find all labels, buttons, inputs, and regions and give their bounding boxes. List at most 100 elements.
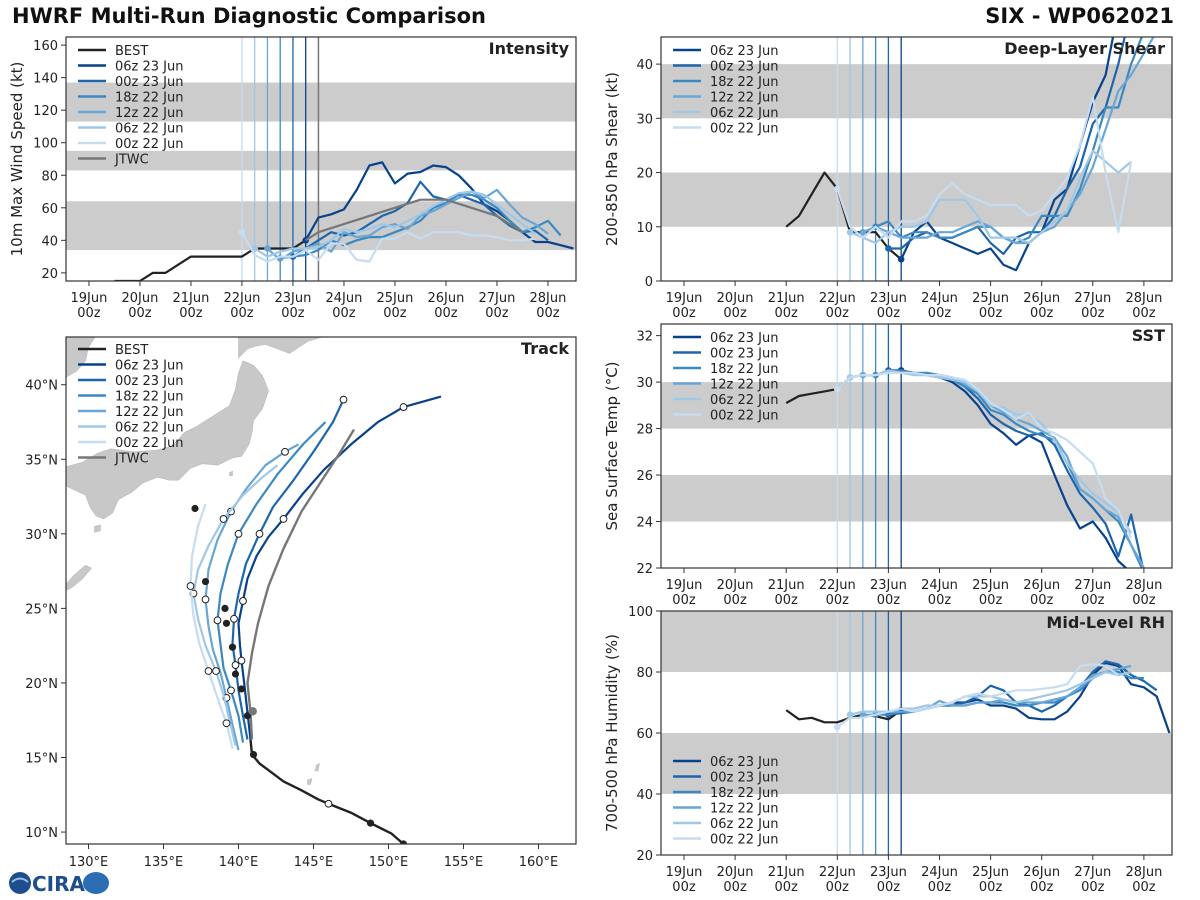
track-position-marker-12z-22-jun (281, 447, 289, 456)
intensity-ytick-label-100: 100 (33, 137, 58, 152)
land-mass-2 (66, 337, 96, 378)
rh-xtick-label-26: 26Jun 00z (1023, 865, 1060, 895)
track-xtick-label-155: 155°E (444, 855, 484, 870)
sst-xtick-label-line: 19Jun (666, 578, 703, 593)
rh-xtick-label-line: 19Jun (666, 865, 703, 880)
sst-title: SST (1132, 326, 1165, 345)
intensity-init-dot-00z-22-jun (238, 228, 246, 236)
track-position-marker-00z-23-jun (255, 529, 264, 538)
sst-xtick-label-24: 24Jun 00z (921, 578, 958, 608)
rh-legend-label-06z-23-jun: 06z 23 Jun (710, 755, 779, 770)
track-best-dot-0 (249, 750, 258, 759)
shear-xtick-label-line: 00z (979, 306, 1003, 321)
rh-legend-label-18z-22-jun: 18z 22 Jun (710, 786, 779, 801)
sst-xtick-label-line: 27Jun (1074, 578, 1111, 593)
rh-xtick-label-line: 00z (1132, 880, 1156, 895)
rh-xtick-label-line: 00z (775, 880, 799, 895)
rh-series-00z-22-jun (836, 663, 1119, 728)
shear-xtick-label-line: 00z (1030, 306, 1054, 321)
sst-xtick-label-line: 23Jun (870, 578, 907, 593)
track-position-marker-06z-22-jun (219, 515, 228, 523)
sst-xtick-label-line: 00z (979, 593, 1003, 608)
intensity-xtick-label-line: 00z (230, 306, 254, 321)
shear-xtick-label-line: 00z (1132, 306, 1156, 321)
intensity-xtick-label-23: 23Jun 00z (275, 291, 312, 321)
sst-xtick-label-20: 20Jun 00z (717, 578, 754, 608)
track-plot-area (66, 337, 442, 844)
track-series-best (249, 739, 405, 844)
shear-init-dot-00z-22-jun (833, 185, 841, 193)
shear-frame (660, 36, 1173, 282)
sst-legend-label-06z-22-jun: 06z 22 Jun (710, 393, 779, 408)
rh-xtick-label-line: 24Jun (921, 865, 958, 880)
page-title: HWRF Multi-Run Diagnostic Comparison (12, 4, 487, 28)
intensity-xtick-label-27: 27Jun 00z (479, 291, 516, 321)
track-best-dot-4 (228, 643, 237, 651)
sst-xtick-label-line: 25Jun (972, 578, 1009, 593)
sst-xtick-label-line: 00z (775, 593, 799, 608)
rh-xtick-label-line: 22Jun (819, 865, 856, 880)
intensity-series-best (114, 239, 307, 281)
shear-xtick-label-line: 24Jun (921, 291, 958, 306)
sst-legend-label-18z-22-jun: 18z 22 Jun (710, 362, 779, 377)
track-legend-label-18z-22-jun: 18z 22 Jun (115, 390, 184, 405)
intensity-xtick-label-line: 00z (332, 306, 356, 321)
shear-xtick-label-line: 25Jun (972, 291, 1009, 306)
shear-ytick-label-0: 0 (645, 275, 653, 290)
intensity-xtick-label-line: 23Jun (275, 291, 312, 306)
shear-xtick-label-line: 23Jun (870, 291, 907, 306)
rh-init-dot-00z-22-jun (833, 723, 841, 731)
shear-xtick-label-line: 00z (928, 306, 952, 321)
sst-band-0 (661, 475, 1172, 522)
track-position-marker-00z-23-jun (339, 395, 348, 404)
rh-ytick-label-20: 20 (636, 849, 653, 864)
sst-xtick-label-line: 00z (826, 593, 850, 608)
track-xtick-label-150: 150°E (369, 855, 409, 870)
shear-init-dot-12z-22-jun (859, 228, 867, 236)
sst-xtick-label-line: 28Jun (1125, 578, 1162, 593)
rh-band-0 (661, 733, 1172, 794)
intensity-series-00z-22-jun (240, 231, 536, 263)
rh-xtick-label-line: 00z (826, 880, 850, 895)
intensity-init-dot-12z-22-jun (264, 245, 271, 252)
track-best-dot-5 (222, 619, 231, 627)
shear-xtick-label-line: 00z (672, 306, 696, 321)
rh-xtick-label-24: 24Jun 00z (921, 865, 958, 895)
track-jtwc-start-dot (248, 707, 257, 716)
track-position-marker-18z-22-jun (227, 686, 235, 695)
shear-series-06z-22-jun (849, 149, 1132, 245)
shear-xtick-label-line: 19Jun (666, 291, 703, 306)
intensity-xtick-label-line: 24Jun (326, 291, 363, 306)
shear-init-dot-00z-23-jun (885, 245, 892, 252)
rh-xtick-label-line: 00z (928, 880, 952, 895)
intensity-xtick-label-21: 21Jun 00z (173, 291, 210, 321)
shear-band-1 (661, 64, 1172, 119)
rh-xtick-label-line: 21Jun (768, 865, 805, 880)
intensity-legend-label-12z-22-jun: 12z 22 Jun (115, 106, 184, 121)
rh-xtick-label-line: 00z (672, 880, 696, 895)
track-legend-label-12z-22-jun: 12z 22 Jun (115, 405, 184, 420)
intensity-legend-label-00z-22-jun: 00z 22 Jun (115, 137, 184, 152)
shear-init-dot-06z-22-jun (846, 228, 854, 236)
intensity-xtick-label-25: 25Jun 00z (377, 291, 414, 321)
shear-legend-label-18z-22-jun: 18z 22 Jun (710, 75, 779, 90)
rh-band-1 (661, 611, 1172, 672)
rh-xtick-label-25: 25Jun 00z (972, 865, 1009, 895)
shear-xtick-label-21: 21Jun 00z (768, 291, 805, 321)
intensity-xtick-label-19: 19Jun 00z (71, 291, 108, 321)
rh-xtick-label-line: 26Jun (1023, 865, 1060, 880)
track-legend-label-00z-22-jun: 00z 22 Jun (115, 436, 184, 451)
shear-ylabel: 200-850 hPa Shear (kt) (603, 72, 621, 246)
sst-xtick-label-25: 25Jun 00z (972, 578, 1009, 608)
track-xtick-label-160: 160°E (519, 855, 559, 870)
shear-xtick-label-line: 00z (1081, 306, 1105, 321)
cira-logo-mark (83, 872, 109, 894)
shear-plot-area (661, 37, 1172, 281)
track-series-00z-23-jun (231, 399, 345, 740)
rh-xtick-label-22: 22Jun 00z (819, 865, 856, 895)
sst-xtick-label-line: 00z (1081, 593, 1105, 608)
